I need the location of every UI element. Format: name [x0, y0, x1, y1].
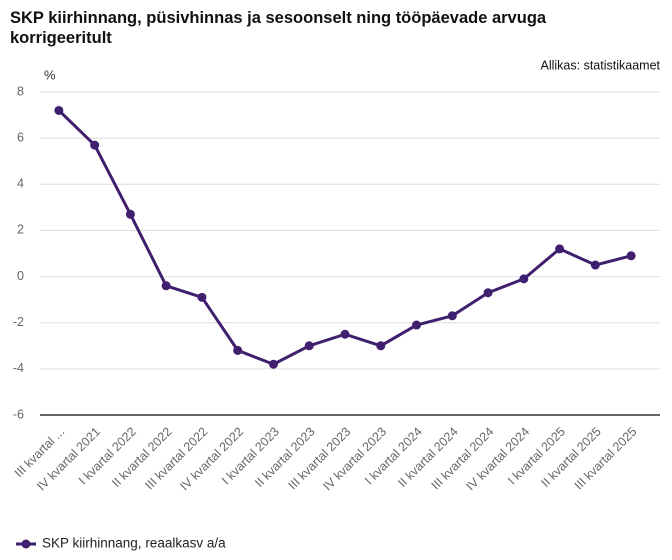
x-tick-label: III kvartal 2022: [143, 425, 211, 493]
point: [447, 311, 457, 321]
y-tick-label: -4: [13, 361, 24, 375]
y-unit: %: [44, 67, 56, 82]
point: [54, 105, 64, 115]
x-tick-label: III kvartal 2023: [286, 425, 354, 493]
y-tick-label: 8: [17, 84, 24, 98]
x-tick-label: IV kvartal 2023: [320, 425, 389, 494]
y-tick-label: -6: [13, 407, 24, 421]
y-tick-label: 2: [17, 223, 24, 237]
point: [376, 341, 386, 351]
series-line: [57, 109, 632, 366]
chart-title: SKP kiirhinnang, püsivhinnas ja sesoonse…: [10, 9, 547, 47]
y-tick-label: 6: [17, 130, 24, 144]
point: [626, 251, 636, 261]
point: [519, 274, 529, 284]
point: [268, 359, 278, 369]
point: [412, 320, 422, 330]
point: [233, 345, 243, 355]
point: [197, 292, 207, 302]
x-tick-label: III kvartal 2025: [572, 425, 640, 493]
point: [555, 244, 565, 254]
point: [340, 329, 350, 339]
point: [125, 209, 135, 219]
x-tick-label: III kvartal 2024: [429, 425, 497, 493]
point: [590, 260, 600, 270]
y-tick-label: 0: [17, 269, 24, 283]
point: [483, 288, 493, 298]
x-tick-label: IV kvartal 2021: [34, 425, 103, 494]
y-tick-label: -2: [13, 315, 24, 329]
source: Allikas: statistikaamet: [541, 58, 661, 72]
legend-marker: [21, 539, 31, 549]
y-tick-label: 4: [17, 177, 24, 191]
point: [90, 140, 100, 150]
x-tick-label: IV kvartal 2024: [463, 425, 532, 494]
point: [161, 281, 171, 291]
x-tick-label: IV kvartal 2022: [177, 425, 246, 494]
point: [304, 341, 314, 351]
legend-label: SKP kiirhinnang, reaalkasv a/a: [42, 536, 226, 551]
